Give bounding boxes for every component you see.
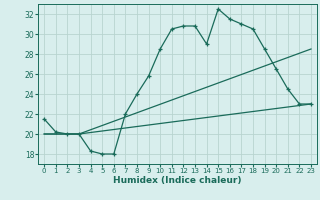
X-axis label: Humidex (Indice chaleur): Humidex (Indice chaleur) (113, 176, 242, 185)
